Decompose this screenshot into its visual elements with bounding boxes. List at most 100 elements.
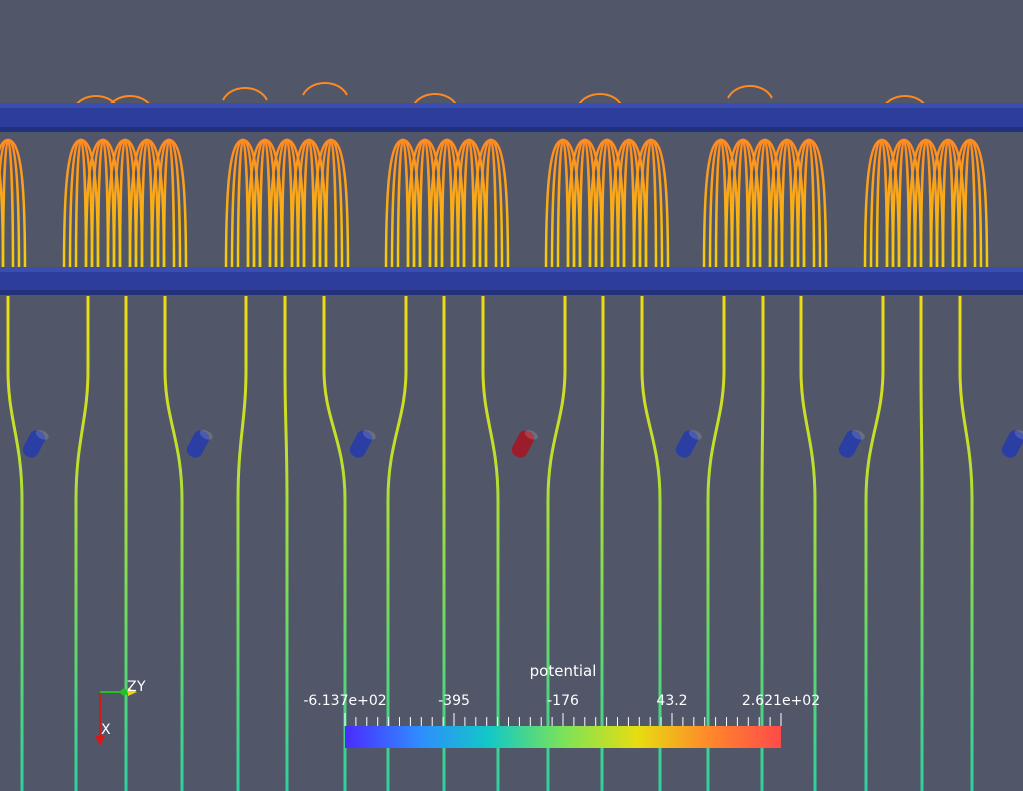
field-loop [1, 138, 15, 273]
field-loop [450, 138, 488, 273]
field-loop [644, 138, 658, 273]
field-loop [456, 138, 482, 273]
colorbar-title: potential [529, 662, 597, 680]
field-loop [384, 138, 422, 273]
field-loop [907, 138, 945, 273]
colorbar-tick-label: -6.137e+02 [303, 693, 387, 709]
field-loop [616, 138, 642, 273]
field-loop [134, 138, 160, 273]
field-loop [632, 138, 670, 273]
field-loop [730, 138, 756, 273]
field-line [74, 296, 90, 791]
top-rail [0, 103, 1023, 132]
field-loop [156, 138, 182, 273]
axis-z-label: Z [127, 679, 137, 695]
field-loop [600, 138, 614, 273]
field-loop [0, 138, 27, 273]
field-loop [578, 138, 592, 273]
colorbar-tick-label: 2.621e+02 [741, 693, 821, 709]
field-loop [588, 138, 626, 273]
field-line [163, 296, 184, 791]
field-loop [236, 138, 250, 273]
field-line [322, 296, 347, 791]
field-loop [162, 138, 176, 273]
field-loop [112, 138, 138, 273]
axis-y-label: Y [137, 679, 146, 695]
electrode-6 [838, 429, 865, 458]
field-loop [758, 138, 772, 273]
electrode-5 [675, 429, 702, 458]
field-loop [875, 138, 889, 273]
field-loop [296, 138, 322, 273]
field-line [6, 296, 24, 791]
field-line [799, 296, 817, 791]
field-loop [702, 138, 740, 273]
field-fragment [412, 93, 458, 107]
field-fragment [727, 85, 773, 99]
field-loop [638, 138, 664, 273]
field-loop [318, 138, 344, 273]
field-loop [913, 138, 939, 273]
field-loop [935, 138, 961, 273]
field-loop [963, 138, 977, 273]
field-loop [957, 138, 983, 273]
field-loop [768, 138, 806, 273]
field-loop [790, 138, 828, 273]
field-loop [118, 138, 132, 273]
electrode-1 [22, 429, 49, 458]
field-loop [230, 138, 256, 273]
field-line [236, 296, 248, 791]
field-loop [462, 138, 476, 273]
field-loop [544, 138, 582, 273]
electrode-4 [511, 429, 538, 458]
axis-y-arrow [128, 688, 137, 696]
field-loop [556, 138, 570, 273]
field-line [864, 296, 885, 791]
field-loop [274, 138, 300, 273]
field-loop [774, 138, 800, 273]
upper-field-lines [0, 138, 989, 273]
field-loop [302, 138, 316, 273]
lower-field-lines [6, 296, 974, 791]
electrode-2 [186, 429, 213, 458]
field-loop [68, 138, 94, 273]
field-loop [919, 138, 933, 273]
field-loop [929, 138, 967, 273]
field-fragment [222, 87, 268, 101]
electrode-7 [1001, 429, 1023, 458]
field-loop [622, 138, 636, 273]
field-fragment [577, 93, 623, 107]
field-line [958, 296, 974, 791]
colorbar [344, 713, 782, 748]
field-line [706, 296, 726, 791]
field-line [386, 296, 408, 791]
colorbar-tick-label: -176 [547, 693, 579, 709]
field-loop [418, 138, 432, 273]
axis-x-arrow [95, 736, 105, 746]
field-loop [106, 138, 144, 273]
field-loop [96, 138, 110, 273]
field-loop [746, 138, 784, 273]
field-loop [224, 138, 262, 273]
field-loop [312, 138, 350, 273]
field-loop [951, 138, 989, 273]
field-loop [128, 138, 166, 273]
orientation-axes-widget [95, 688, 137, 746]
field-loop [478, 138, 504, 273]
field-loop [752, 138, 778, 273]
field-line [481, 296, 500, 791]
field-loop [941, 138, 955, 273]
field-line [600, 296, 605, 791]
field-loop [84, 138, 122, 273]
field-loop [428, 138, 466, 273]
field-loop [736, 138, 750, 273]
bottom-rail [0, 267, 1023, 295]
field-loop [869, 138, 895, 273]
field-loop [885, 138, 923, 273]
field-line [283, 296, 289, 791]
field-loop [891, 138, 917, 273]
axis-z-arrow [120, 688, 128, 696]
field-line [760, 296, 765, 791]
colorbar-tick-label: 43.2 [656, 693, 688, 709]
